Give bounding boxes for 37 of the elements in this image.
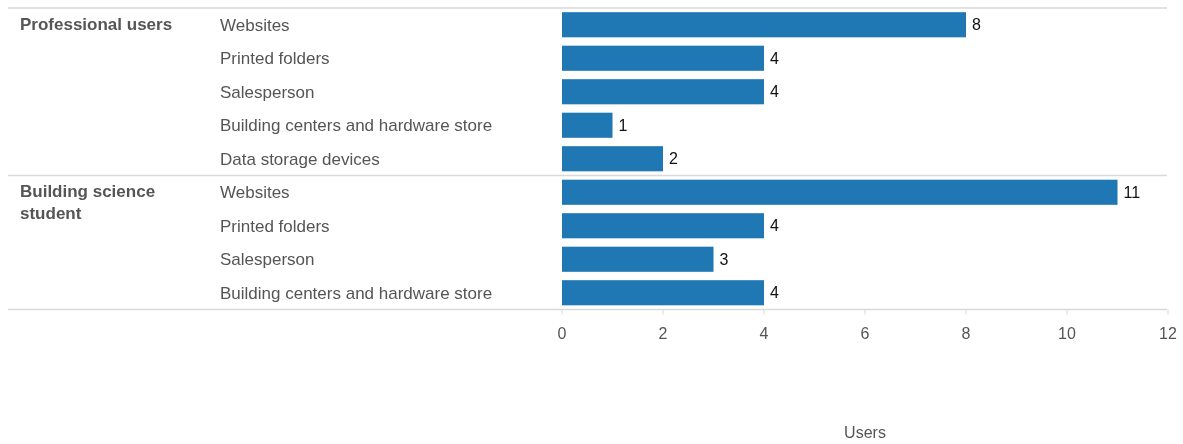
bar [562, 246, 714, 272]
bar [562, 12, 966, 38]
bar [562, 146, 663, 172]
y-tick-label: Building centers and hardware store [220, 283, 493, 303]
y-tick-label: Printed folders [220, 216, 330, 236]
data-label: 4 [770, 217, 779, 235]
text: Professional users [20, 14, 173, 34]
data-label: 1 [618, 116, 628, 134]
data-label: 3 [719, 250, 729, 268]
x-tick-label: 6 [860, 325, 870, 343]
data-label: 4 [770, 49, 779, 67]
x-tick-label: 2 [658, 325, 668, 343]
x-tick-label: 12 [1159, 325, 1177, 343]
y-tick-label: Websites [220, 183, 290, 203]
y-tick-label: Salesperson [220, 82, 315, 102]
bar [562, 112, 613, 138]
bar [562, 179, 1118, 205]
data-label: 11 [1123, 183, 1141, 201]
data-label: 4 [770, 284, 779, 302]
y-tick-label: Salesperson [220, 250, 315, 270]
y-tick-label: Printed folders [220, 49, 330, 69]
data-label: 8 [972, 16, 981, 34]
y-tick-label: Websites [220, 15, 290, 35]
data-label: 4 [770, 83, 779, 101]
x-tick-label: 0 [557, 325, 567, 343]
text: Building science student [20, 182, 156, 224]
bar [562, 213, 764, 239]
y-tick-label: Building centers and hardware store [220, 116, 493, 136]
y-tick-label: Data storage devices [220, 149, 380, 169]
x-tick-label: 10 [1058, 325, 1076, 343]
x-axis-title: Users [844, 423, 886, 441]
bar [562, 45, 764, 71]
x-tick-label: 4 [759, 325, 769, 343]
x-tick-label: 8 [961, 325, 971, 343]
bar [562, 280, 764, 306]
data-label: 2 [669, 150, 678, 168]
bar [562, 79, 764, 105]
